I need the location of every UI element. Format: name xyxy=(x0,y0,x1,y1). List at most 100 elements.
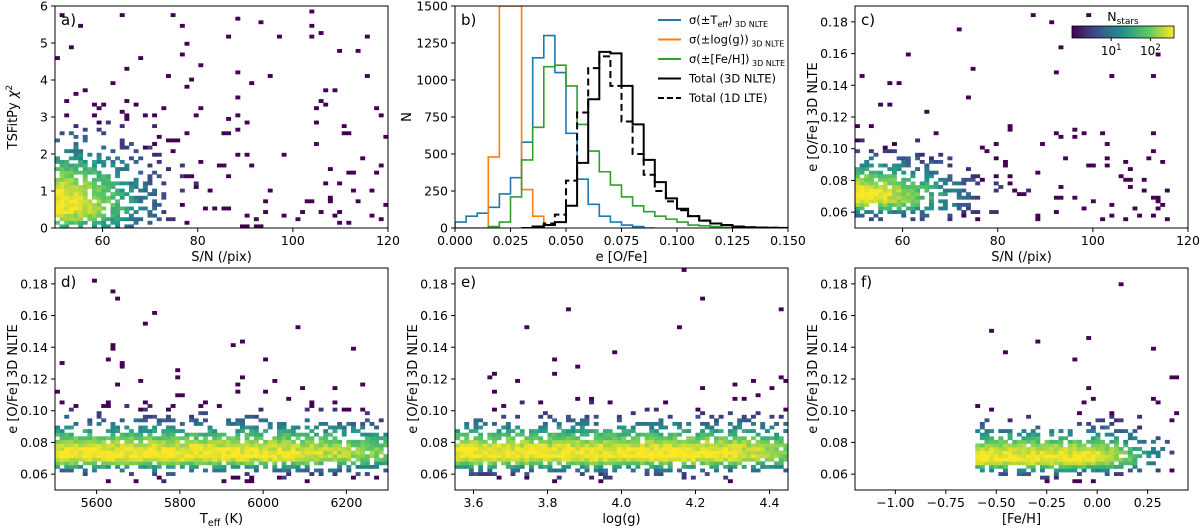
heatmap-cell xyxy=(110,217,116,222)
heatmap-cell xyxy=(455,432,460,437)
heatmap-cell xyxy=(1040,468,1045,473)
heatmap-cell xyxy=(542,450,548,455)
heatmap-cell xyxy=(882,181,888,186)
heatmap-cell xyxy=(175,368,181,373)
heatmap-cell xyxy=(667,457,673,462)
heatmap-cell xyxy=(492,439,497,444)
heatmap-cell xyxy=(152,414,158,419)
heatmap-cell xyxy=(364,461,370,466)
x-axis-label: S/N (/pix) xyxy=(191,250,252,265)
heatmap-cell xyxy=(161,457,167,462)
heatmap-cell xyxy=(272,464,278,469)
y-tick-label: 0.06 xyxy=(820,467,848,482)
heatmap-cell xyxy=(161,195,167,200)
heatmap-cell xyxy=(286,472,292,476)
heatmap-cell xyxy=(915,185,921,189)
heatmap-cell xyxy=(226,457,232,462)
heatmap-cell xyxy=(686,421,692,426)
heatmap-cell xyxy=(161,429,167,434)
heatmap-cell xyxy=(887,192,893,197)
heatmap-cell xyxy=(161,192,167,197)
heatmap-cell xyxy=(663,468,669,473)
heatmap-cell xyxy=(351,429,356,434)
heatmap-cell xyxy=(1090,450,1096,455)
heatmap-cell xyxy=(73,217,79,222)
heatmap-cell xyxy=(64,414,70,419)
heatmap-cell xyxy=(640,457,645,462)
heatmap-cell xyxy=(690,475,696,480)
heatmap-cell xyxy=(621,425,627,430)
heatmap-cell xyxy=(272,447,278,451)
heatmap-cell xyxy=(152,310,158,315)
heatmap-cell xyxy=(1007,124,1013,129)
heatmap-cell xyxy=(92,450,97,455)
heatmap-cell xyxy=(901,213,907,218)
heatmap-cell xyxy=(970,195,976,200)
heatmap-cell xyxy=(304,479,310,484)
heatmap-cell xyxy=(737,447,743,451)
heatmap-cell xyxy=(1044,454,1050,459)
heatmap-cell xyxy=(119,443,125,448)
heatmap-cell xyxy=(184,454,190,459)
heatmap-cell xyxy=(630,447,636,451)
heatmap-cell xyxy=(487,457,493,462)
heatmap-cell xyxy=(1007,432,1013,437)
heatmap-cell xyxy=(1012,447,1018,451)
heatmap-cell xyxy=(566,414,571,419)
heatmap-cell xyxy=(78,213,84,218)
heatmap-cell xyxy=(593,414,599,419)
heatmap-cell xyxy=(170,429,176,434)
heatmap-cell xyxy=(193,432,199,437)
heatmap-cell xyxy=(235,382,241,387)
heatmap-cell xyxy=(478,454,484,459)
heatmap-cell xyxy=(166,414,171,419)
heatmap-cell xyxy=(924,167,930,172)
heatmap-cell xyxy=(1007,450,1013,455)
heatmap-cell xyxy=(1044,447,1050,451)
heatmap-cell xyxy=(700,411,706,416)
heatmap-cell xyxy=(1127,167,1133,172)
heatmap-cell xyxy=(616,450,622,455)
heatmap-cell xyxy=(142,464,148,469)
heatmap-cell xyxy=(915,188,921,193)
heatmap-cell xyxy=(207,188,213,193)
heatmap-cell xyxy=(653,407,659,412)
heatmap-cell xyxy=(737,454,743,459)
heatmap-cell xyxy=(690,447,696,451)
heatmap-cell xyxy=(78,159,84,164)
heatmap-cell xyxy=(1040,464,1045,469)
heatmap-cell xyxy=(658,468,664,473)
heatmap-cell xyxy=(524,447,530,451)
heatmap-cell xyxy=(68,167,74,172)
heatmap-cell xyxy=(778,436,784,441)
heatmap-cell xyxy=(124,117,130,121)
heatmap-cell xyxy=(207,454,213,459)
heatmap-cell xyxy=(87,461,93,466)
heatmap-cell xyxy=(882,149,888,154)
heatmap-cell xyxy=(105,217,111,222)
heatmap-cell xyxy=(1123,159,1129,164)
heatmap-cell xyxy=(1003,350,1008,355)
heatmap-cell xyxy=(878,217,884,222)
heatmap-cell xyxy=(482,472,488,476)
heatmap-cell xyxy=(635,457,641,462)
heatmap-cell xyxy=(714,450,719,455)
heatmap-cell xyxy=(677,421,682,426)
heatmap-cell xyxy=(547,439,553,444)
heatmap-cell xyxy=(212,468,218,473)
heatmap-cell xyxy=(1035,439,1041,444)
heatmap-cell xyxy=(230,443,236,448)
heatmap-cell xyxy=(1044,457,1050,462)
heatmap-cell xyxy=(212,443,218,448)
heatmap-cell xyxy=(653,436,659,441)
heatmap-cell xyxy=(901,181,907,186)
heatmap-cell xyxy=(644,457,650,462)
heatmap-cell xyxy=(598,468,604,473)
heatmap-cell xyxy=(64,170,70,175)
heatmap-cell xyxy=(295,450,301,455)
heatmap-cell xyxy=(235,475,241,480)
legend-text: Total (3D NLTE) xyxy=(688,72,776,86)
heatmap-cell xyxy=(59,447,65,451)
y-tick-label: 0.18 xyxy=(820,276,848,291)
heatmap-cell xyxy=(1114,436,1119,441)
